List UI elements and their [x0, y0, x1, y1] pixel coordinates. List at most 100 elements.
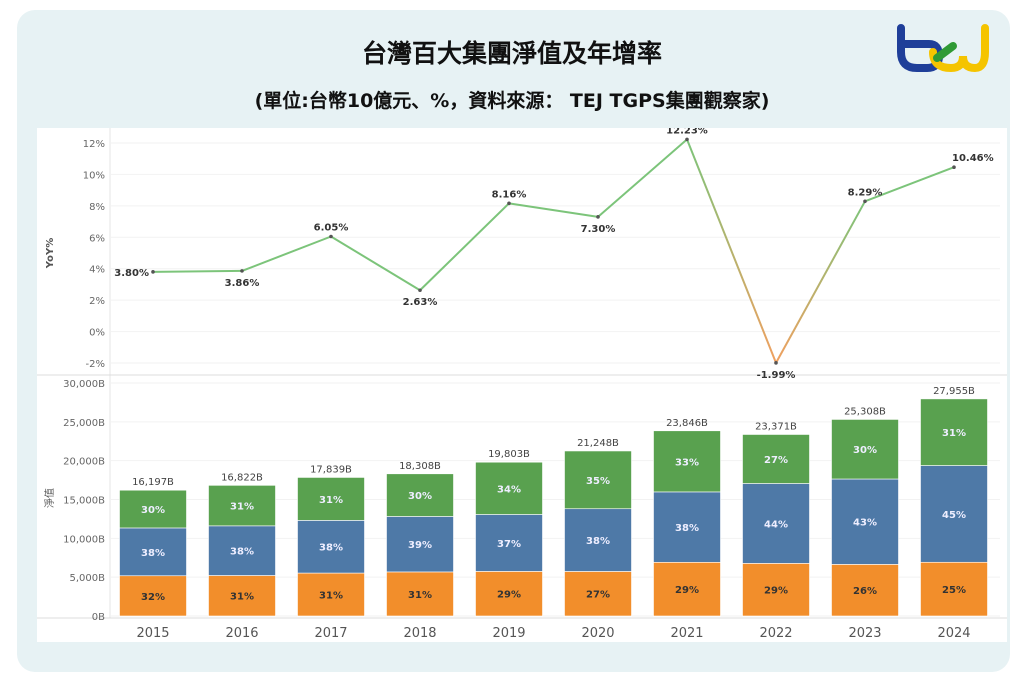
- bar-segment: [653, 561, 721, 617]
- bar-segment: [386, 516, 454, 573]
- y-tick-label: 20,000B: [63, 457, 105, 468]
- segment-label: 44%: [764, 519, 788, 530]
- y-tick-label: 4%: [89, 265, 105, 276]
- segment-label: 31%: [942, 428, 966, 439]
- segment-label: 45%: [942, 510, 966, 521]
- chart-subtitle: (單位:台幣10億元、%，資料來源： TEJ TGPS集團觀察家): [254, 90, 770, 112]
- y-tick-label: 15,000B: [63, 496, 105, 507]
- line-segment: [597, 138, 688, 218]
- data-label: 7.30%: [581, 224, 616, 235]
- line-segment: [775, 200, 866, 364]
- y-tick-label: -2%: [86, 359, 105, 370]
- bar-segment: [475, 461, 543, 515]
- data-label: 6.05%: [314, 223, 349, 234]
- line-segment: [508, 202, 599, 218]
- segment-label: 32%: [141, 592, 165, 603]
- line-point: [685, 137, 689, 142]
- y-tick-label: 0B: [92, 612, 105, 623]
- x-tick-label: 2017: [314, 626, 347, 641]
- total-label: 23,371B: [755, 421, 797, 432]
- segment-label: 30%: [408, 491, 432, 502]
- line-point: [507, 201, 511, 206]
- data-label: -1.99%: [757, 370, 796, 381]
- total-label: 16,197B: [132, 477, 174, 488]
- bar-segment: [920, 561, 988, 617]
- total-label: 18,308B: [399, 461, 441, 472]
- line-point: [952, 165, 956, 169]
- bar-segment: [386, 473, 454, 517]
- bar-segment: [653, 430, 721, 493]
- segment-label: 30%: [141, 505, 165, 516]
- y-tick-label: 10%: [83, 170, 105, 181]
- line-point: [596, 215, 600, 219]
- segment-label: 34%: [497, 484, 521, 495]
- total-label: 17,839B: [310, 464, 352, 475]
- line-segment: [152, 269, 243, 273]
- segment-label: 27%: [586, 590, 610, 601]
- line-point: [863, 199, 867, 204]
- line-segment: [330, 235, 421, 292]
- y-tick-label: 25,000B: [63, 418, 105, 429]
- bar-segment: [564, 571, 632, 617]
- segment-label: 29%: [675, 585, 699, 596]
- y-tick-label: 30,000B: [63, 379, 105, 390]
- bar-segment: [208, 525, 276, 576]
- x-tick-label: 2020: [581, 626, 614, 641]
- segment-label: 30%: [853, 445, 877, 456]
- y-axis-title: 淨值: [43, 488, 56, 508]
- total-label: 23,846B: [666, 418, 708, 429]
- segment-label: 33%: [675, 457, 699, 468]
- segment-label: 31%: [230, 592, 254, 603]
- bar-segment: [119, 527, 187, 577]
- line-point: [774, 361, 778, 365]
- total-label: 21,248B: [577, 438, 619, 449]
- x-tick-label: 2024: [937, 626, 970, 641]
- line-point: [151, 270, 155, 274]
- line-point: [240, 269, 244, 273]
- bar-segment: [564, 508, 632, 572]
- line-segment: [864, 166, 955, 203]
- y-tick-label: 0%: [89, 328, 105, 339]
- bar-segment: [831, 419, 899, 480]
- data-label: 12.23%: [666, 128, 708, 136]
- line-point: [418, 288, 422, 293]
- segment-label: 26%: [853, 586, 877, 597]
- data-label: 3.80%: [114, 268, 149, 279]
- segment-label: 31%: [408, 590, 432, 601]
- segment-label: 39%: [408, 540, 432, 551]
- bar-segment: [386, 571, 454, 617]
- total-label: 19,803B: [488, 449, 530, 460]
- y-tick-label: 6%: [89, 233, 105, 244]
- segment-label: 31%: [230, 502, 254, 513]
- chart-area: -2% 0% 2% 4% 6% 8% 10% 12% YoY% 3.80% 3.86% 6.05% 2.…: [37, 128, 1007, 642]
- segment-label: 38%: [586, 536, 610, 547]
- y-tick-label: 2%: [89, 296, 105, 307]
- bar-segment: [920, 465, 988, 563]
- bar-segment: [475, 571, 543, 617]
- segment-label: 38%: [230, 547, 254, 558]
- bar-segment: [297, 572, 365, 617]
- line-segment: [686, 139, 777, 364]
- line-segment: [241, 235, 332, 272]
- bar-segment: [297, 477, 365, 521]
- segment-label: 29%: [764, 586, 788, 597]
- total-label: 16,822B: [221, 472, 263, 483]
- total-label: 25,308B: [844, 406, 886, 417]
- y-tick-label: 10,000B: [63, 534, 105, 545]
- bar-segment: [831, 478, 899, 565]
- segment-label: 31%: [319, 495, 343, 506]
- data-label: 10.46%: [952, 153, 994, 164]
- segment-label: 37%: [497, 539, 521, 550]
- tej-logo: [897, 24, 989, 73]
- bar-segment: [208, 485, 276, 527]
- bar-segment: [208, 575, 276, 617]
- y-tick-label: 12%: [83, 139, 105, 150]
- segment-label: 27%: [764, 455, 788, 466]
- x-tick-label: 2016: [225, 626, 258, 641]
- line-point: [329, 234, 333, 239]
- x-tick-label: 2022: [759, 626, 792, 641]
- bar-segment: [119, 489, 187, 529]
- segment-label: 43%: [853, 518, 877, 529]
- segment-label: 31%: [319, 591, 343, 602]
- segment-label: 25%: [942, 585, 966, 596]
